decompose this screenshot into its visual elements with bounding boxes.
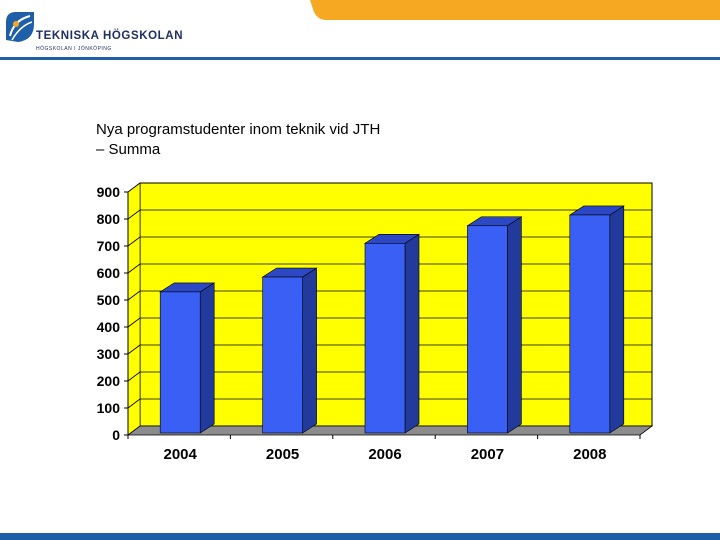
bar-side [609, 205, 625, 434]
school-logo-icon [6, 12, 34, 42]
bar [262, 276, 303, 434]
footer-bar [0, 533, 720, 540]
x-tick-label: 2004 [164, 446, 198, 463]
y-tick-label: 0 [112, 427, 120, 443]
x-tick-label: 2006 [368, 446, 401, 463]
bar [364, 243, 406, 434]
gridline-depth [127, 182, 141, 193]
bar [569, 214, 611, 434]
bar-side [404, 233, 420, 434]
header-blue-line [0, 57, 720, 60]
slide-title-line2: – Summa [96, 141, 161, 158]
header-orange-band [310, 0, 720, 20]
gridline-depth [127, 371, 141, 382]
bar-side [302, 267, 317, 434]
y-tick-label: 100 [97, 400, 121, 416]
gridline-depth [127, 263, 141, 274]
y-tick-label: 500 [97, 292, 121, 308]
slide-title: Nya programstudenter inom teknik vid JTH… [96, 120, 380, 160]
gridline-depth [127, 209, 141, 220]
slide-title-line1: Nya programstudenter inom teknik vid JTH [96, 121, 381, 138]
bar [159, 291, 201, 434]
plot-side-wall [127, 182, 141, 436]
bar [467, 225, 508, 434]
y-tick-label: 800 [97, 211, 121, 227]
x-tick-label: 2005 [266, 446, 299, 463]
gridline-depth [127, 236, 141, 247]
y-tick-label: 600 [97, 265, 121, 281]
y-tick-label: 200 [97, 373, 121, 389]
x-tick-label: 2008 [573, 446, 606, 463]
gridline-depth [127, 344, 141, 355]
y-tick-label: 300 [97, 346, 121, 362]
bar-side [507, 216, 522, 434]
y-tick-label: 700 [97, 238, 121, 254]
gridline-depth [127, 398, 141, 409]
x-tick-label: 2007 [471, 446, 504, 463]
bar-side [199, 282, 215, 434]
logo-subtitle: HÖGSKOLAN I JÖNKÖPING [36, 46, 112, 52]
gridline-depth [127, 290, 141, 301]
y-tick-label: 900 [97, 184, 121, 200]
gridline-depth [127, 317, 141, 328]
logo-name: TEKNISKA HÖGSKOLAN [36, 30, 184, 42]
y-tick-label: 400 [97, 319, 121, 335]
header-band [0, 0, 720, 60]
